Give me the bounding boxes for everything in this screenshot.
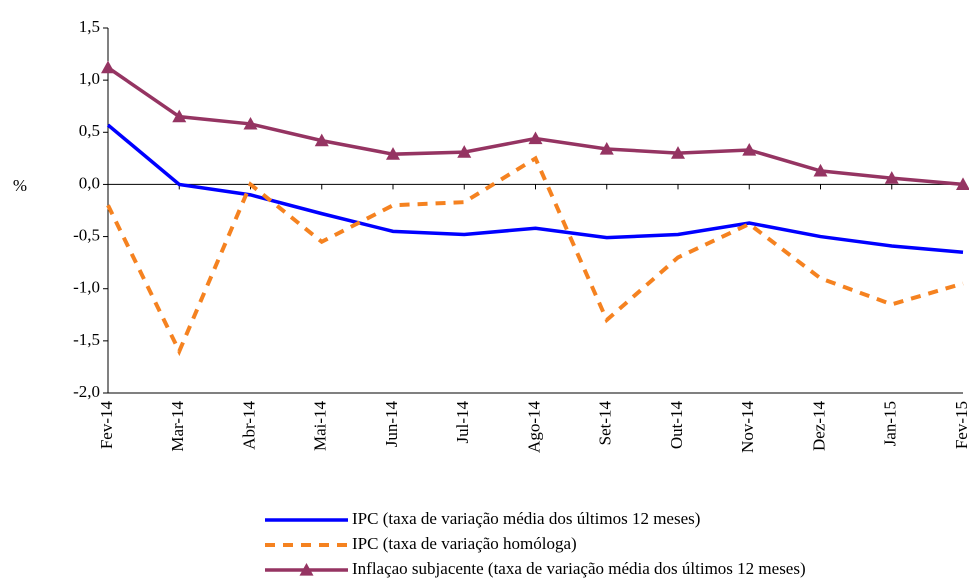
x-tick-label: Jan-15 [881,401,900,446]
x-tick-label: Ago-14 [524,401,543,453]
marker [671,146,685,159]
marker [172,109,187,123]
marker [314,133,329,147]
y-tick-label: 0,0 [79,173,100,192]
marker [956,177,969,191]
series-line [107,66,964,187]
legend-label: Inflaçao subjacente (taxa de variação mé… [352,559,806,578]
marker [528,131,543,145]
marker [742,143,757,156]
marker [243,116,258,130]
x-tick-label: Dez-14 [809,401,828,452]
y-tick-label: -1,5 [73,330,100,349]
y-tick-label: 1,0 [79,69,100,88]
legend-label: IPC (taxa de variação homóloga) [352,534,577,553]
x-tick-label: Mai-14 [311,401,330,452]
x-tick-label: Mar-14 [168,401,187,452]
x-tick-label: Abr-14 [239,401,258,450]
x-tick-label: Set-14 [596,401,615,446]
y-tick-label: -1,0 [73,278,100,297]
x-tick-label: Out-14 [667,401,686,450]
y-tick-label: 1,5 [79,17,100,36]
x-tick-label: Nov-14 [738,401,757,453]
y-tick-label: 0,5 [79,121,100,140]
marker [884,171,899,184]
marker [599,141,614,155]
series-line [106,155,964,357]
y-tick-label: -0,5 [73,225,100,244]
marker [457,145,472,158]
x-tick-label: Jun-14 [382,401,401,448]
x-tick-label: Fev-14 [97,401,116,450]
series-line [106,123,964,254]
marker [813,163,828,177]
marker [386,147,400,160]
y-axis-label: % [13,176,27,195]
legend-marker [299,563,314,576]
x-tick-label: Jul-14 [453,401,472,444]
y-tick-label: -2,0 [73,382,100,401]
x-tick-label: Fev-15 [952,401,969,449]
legend-label: IPC (taxa de variação média dos últimos … [352,509,700,528]
marker [101,60,115,74]
